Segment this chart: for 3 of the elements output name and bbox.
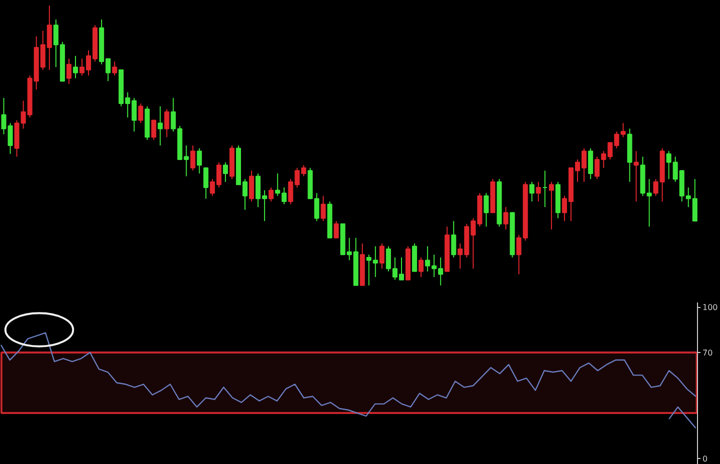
y-tick-label: 70 [702, 348, 713, 358]
y-tick-label: 100 [702, 303, 718, 312]
y-tick-label: 0 [702, 454, 708, 464]
